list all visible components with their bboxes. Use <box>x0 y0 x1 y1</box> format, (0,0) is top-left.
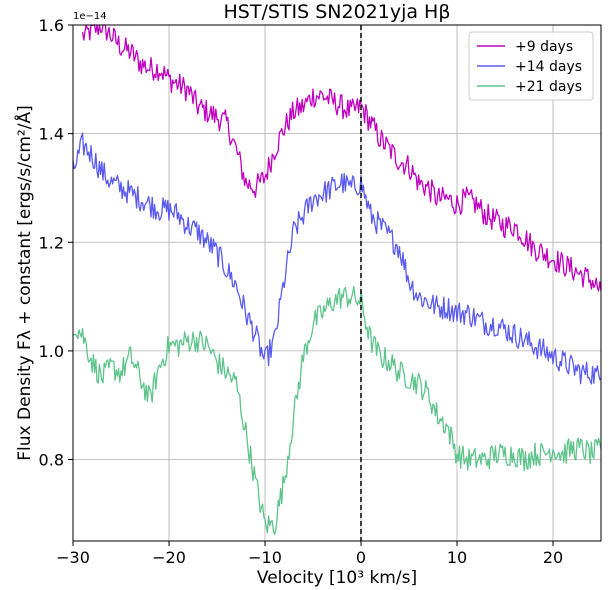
chart-title: HST/STIS SN2021yja Hβ <box>224 1 451 23</box>
series-line-2 <box>72 132 602 385</box>
series-line-1 <box>81 24 602 292</box>
x-tick-label: −20 <box>152 548 186 567</box>
x-tick-label: 0 <box>356 548 366 567</box>
legend-label: +14 days <box>515 59 582 75</box>
x-axis-label: Velocity [10³ km/s] <box>257 568 417 588</box>
legend-label: +21 days <box>515 79 582 95</box>
ticks: −30 −20 −10 0 10 20 0.8 1.0 1.2 1.4 1.6 <box>39 16 564 567</box>
x-tick-label: 10 <box>447 548 467 567</box>
y-tick-label: 1.6 <box>39 16 64 35</box>
y-tick-label: 0.8 <box>39 451 64 470</box>
x-tick-label: 20 <box>543 548 563 567</box>
x-tick-label: −30 <box>56 548 90 567</box>
legend-box <box>468 31 594 101</box>
y-tick-label: 1.4 <box>39 125 64 144</box>
x-tick-label: −10 <box>248 548 282 567</box>
legend-label: +9 days <box>515 39 573 55</box>
series-layer <box>72 24 602 535</box>
plot-frame <box>72 24 602 542</box>
y-offset-text: 1e−14 <box>73 11 107 22</box>
legend: +9 days +14 days +21 days <box>468 31 594 101</box>
series-line-3 <box>72 285 602 535</box>
y-tick-label: 1.0 <box>39 342 64 361</box>
y-tick-label: 1.2 <box>39 233 64 252</box>
y-axis-label: Flux Density Fλ + constant [ergs/s/cm²/Å… <box>13 105 35 460</box>
